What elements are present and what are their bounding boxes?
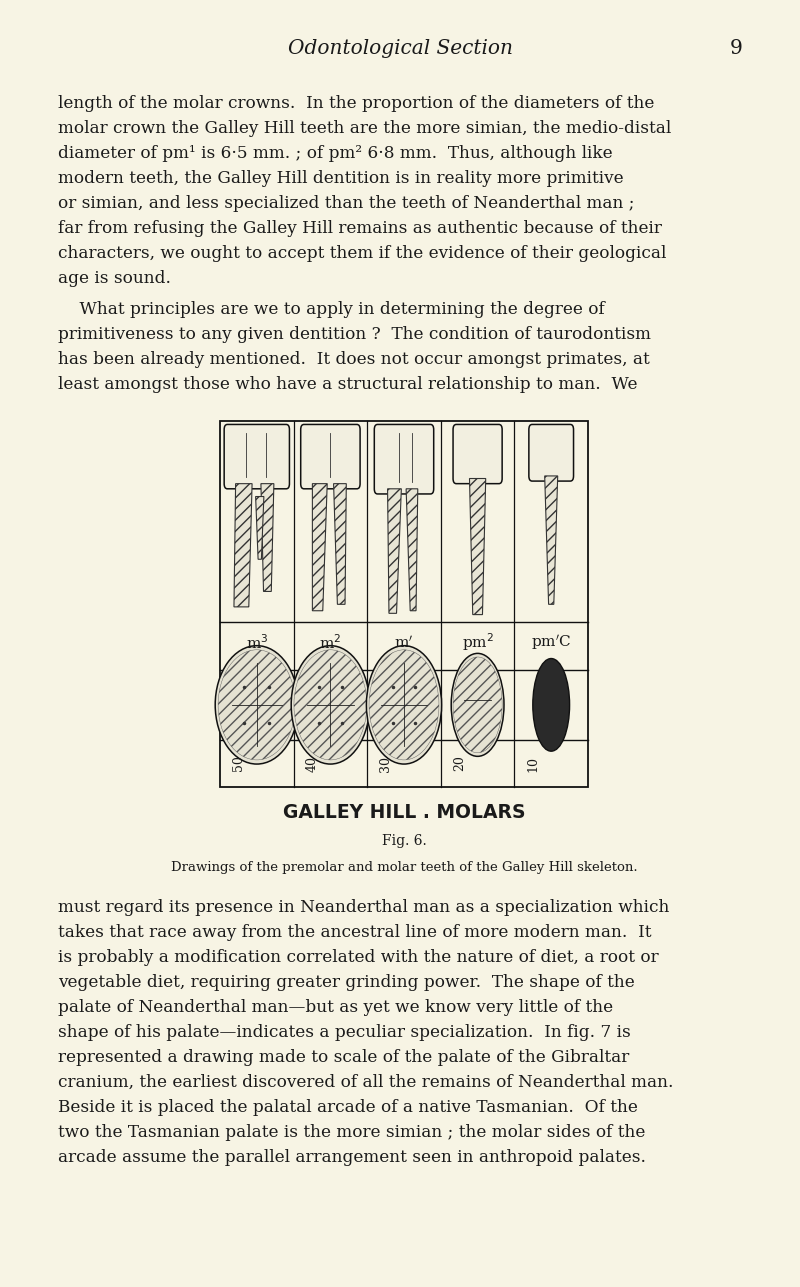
FancyBboxPatch shape <box>374 425 434 494</box>
Text: 10: 10 <box>526 755 539 771</box>
Text: age is sound.: age is sound. <box>58 270 170 287</box>
FancyBboxPatch shape <box>224 425 290 489</box>
Text: m$^3$: m$^3$ <box>246 633 268 651</box>
Polygon shape <box>545 476 558 605</box>
Polygon shape <box>312 484 327 611</box>
Text: represented a drawing made to scale of the palate of the Gibraltar: represented a drawing made to scale of t… <box>58 1049 629 1066</box>
Ellipse shape <box>451 654 504 757</box>
Text: diameter of pm¹ is 6·5 mm. ; of pm² 6·8 mm.  Thus, although like: diameter of pm¹ is 6·5 mm. ; of pm² 6·8 … <box>58 145 612 162</box>
Text: m$^2$: m$^2$ <box>319 633 342 651</box>
Text: 40: 40 <box>306 755 318 771</box>
Polygon shape <box>261 484 274 592</box>
Polygon shape <box>234 484 252 607</box>
Text: 30: 30 <box>379 755 392 771</box>
Text: 50: 50 <box>232 755 245 771</box>
Text: pm$^{\prime}$C: pm$^{\prime}$C <box>531 632 571 653</box>
Bar <box>220 421 588 788</box>
Text: two the Tasmanian palate is the more simian ; the molar sides of the: two the Tasmanian palate is the more sim… <box>58 1124 645 1142</box>
Polygon shape <box>256 497 264 560</box>
Polygon shape <box>387 489 402 614</box>
Ellipse shape <box>533 659 570 752</box>
Polygon shape <box>470 479 486 615</box>
Text: cranium, the earliest discovered of all the remains of Neanderthal man.: cranium, the earliest discovered of all … <box>58 1075 673 1091</box>
Text: Odontological Section: Odontological Section <box>287 39 513 58</box>
Text: shape of his palate—indicates a peculiar specialization.  In fig. 7 is: shape of his palate—indicates a peculiar… <box>58 1024 630 1041</box>
Text: characters, we ought to accept them if the evidence of their geological: characters, we ought to accept them if t… <box>58 245 666 263</box>
Text: least amongst those who have a structural relationship to man.  We: least amongst those who have a structura… <box>58 376 637 394</box>
Text: or simian, and less specialized than the teeth of Neanderthal man ;: or simian, and less specialized than the… <box>58 196 634 212</box>
Text: vegetable diet, requiring greater grinding power.  The shape of the: vegetable diet, requiring greater grindi… <box>58 974 634 991</box>
Text: Beside it is placed the palatal arcade of a native Tasmanian.  Of the: Beside it is placed the palatal arcade o… <box>58 1099 638 1116</box>
Text: palate of Neanderthal man—but as yet we know very little of the: palate of Neanderthal man—but as yet we … <box>58 999 613 1017</box>
Text: GALLEY HILL . MOLARS: GALLEY HILL . MOLARS <box>282 803 526 822</box>
Text: arcade assume the parallel arrangement seen in anthropoid palates.: arcade assume the parallel arrangement s… <box>58 1149 646 1166</box>
Text: 20: 20 <box>453 755 466 771</box>
Text: pm$^2$: pm$^2$ <box>462 632 494 654</box>
FancyBboxPatch shape <box>453 425 502 484</box>
Ellipse shape <box>366 646 442 764</box>
Text: molar crown the Galley Hill teeth are the more simian, the medio-distal: molar crown the Galley Hill teeth are th… <box>58 120 671 138</box>
Text: Drawings of the premolar and molar teeth of the Galley Hill skeleton.: Drawings of the premolar and molar teeth… <box>170 861 638 874</box>
Ellipse shape <box>291 646 370 764</box>
Text: Fig. 6.: Fig. 6. <box>382 834 426 848</box>
Text: far from refusing the Galley Hill remains as authentic because of their: far from refusing the Galley Hill remain… <box>58 220 662 237</box>
Ellipse shape <box>215 646 298 764</box>
Text: m$^{\prime}$: m$^{\prime}$ <box>394 634 414 651</box>
Text: has been already mentioned.  It does not occur amongst primates, at: has been already mentioned. It does not … <box>58 351 650 368</box>
Text: modern teeth, the Galley Hill dentition is in reality more primitive: modern teeth, the Galley Hill dentition … <box>58 170 623 187</box>
Polygon shape <box>334 484 346 605</box>
FancyBboxPatch shape <box>301 425 360 489</box>
FancyBboxPatch shape <box>529 425 574 481</box>
Text: takes that race away from the ancestral line of more modern man.  It: takes that race away from the ancestral … <box>58 924 651 941</box>
Text: 9: 9 <box>730 39 742 58</box>
Text: primitiveness to any given dentition ?  The condition of taurodontism: primitiveness to any given dentition ? T… <box>58 327 650 344</box>
Text: must regard its presence in Neanderthal man as a specialization which: must regard its presence in Neanderthal … <box>58 900 669 916</box>
Polygon shape <box>406 489 418 611</box>
Text: What principles are we to apply in determining the degree of: What principles are we to apply in deter… <box>58 301 604 318</box>
Text: length of the molar crowns.  In the proportion of the diameters of the: length of the molar crowns. In the propo… <box>58 95 654 112</box>
Text: is probably a modification correlated with the nature of diet, a root or: is probably a modification correlated wi… <box>58 950 658 967</box>
